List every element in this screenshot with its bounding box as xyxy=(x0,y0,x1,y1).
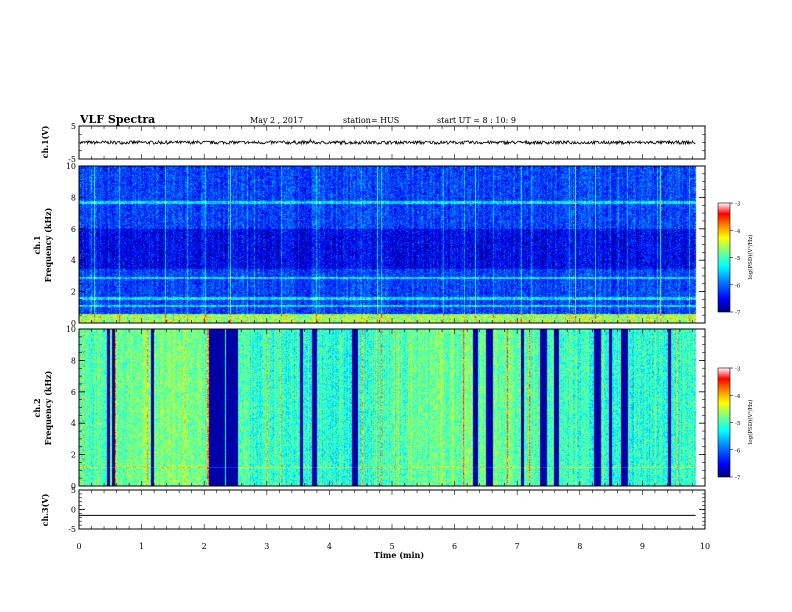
y-tick-label: 2 xyxy=(71,451,76,460)
y-tick-label: 4 xyxy=(71,419,76,428)
colorbar-tick-label: -4 xyxy=(735,394,741,400)
colorbar-tick-label: -3 xyxy=(735,367,741,373)
y-tick-label: -5 xyxy=(68,525,76,534)
ch2-spectrogram-ylabel-frequency: Frequency (kHz) xyxy=(43,370,53,445)
y-tick-label: 5 xyxy=(71,486,76,495)
y-tick-label: 0 xyxy=(71,506,76,515)
x-tick-label: 3 xyxy=(264,542,269,551)
y-tick-label: 0 xyxy=(71,482,76,491)
cb2-ticks-group: -3 -4 -5 -6 -7 xyxy=(730,367,741,482)
y-tick-label: 8 xyxy=(71,193,76,202)
p3-y-ticks: 0 2 4 6 8 10 xyxy=(66,325,705,491)
ch2-colorbar: -3 -4 -5 -6 -7 xyxy=(717,367,741,482)
ch1-waveform-ylabel: ch.1(V) xyxy=(40,125,50,158)
figure-title: VLF Spectra xyxy=(79,113,155,126)
date-label: May 2 , 2017 xyxy=(250,116,303,125)
ch1-waveform-panel: 5 -5 xyxy=(68,122,706,164)
ch2-colorbar-label: log(PSD)(V²/Hz) xyxy=(747,400,754,445)
panel-4-x-ticks xyxy=(78,490,706,529)
x-tick-label: 0 xyxy=(76,542,81,551)
panel-3-x-ticks xyxy=(78,329,706,486)
y-tick-label: 6 xyxy=(71,388,76,397)
ch3-waveform-ylabel: ch.3(V) xyxy=(40,493,50,526)
x-tick-label: 4 xyxy=(327,542,332,551)
p1-y-ticks: 5 -5 xyxy=(68,122,705,164)
ch1-colorbar-label: log(PSD)(V²/Hz) xyxy=(747,235,754,280)
start-time-label: start UT = 8 : 10: 9 xyxy=(437,116,516,125)
y-tick-label: 4 xyxy=(71,256,76,265)
colorbar-tick-label: -7 xyxy=(735,476,741,482)
y-tick-label: 6 xyxy=(71,225,76,234)
ch1-spectrogram-ylabel-channel: ch.1 xyxy=(32,235,42,254)
x-tick-label: 6 xyxy=(452,542,457,551)
time-axis-tick-labels: 0 1 2 3 4 5 6 7 8 9 10 xyxy=(76,542,710,551)
y-tick-label: 2 xyxy=(71,288,76,297)
x-tick-label: 2 xyxy=(202,542,207,551)
y-tick-label: 0 xyxy=(71,319,76,328)
ch1-colorbar: -3 -4 -5 -6 -7 xyxy=(717,202,741,317)
colorbar-tick-label: -6 xyxy=(735,448,741,454)
x-tick-label: 5 xyxy=(389,542,394,551)
ch1-colorbar-gradient xyxy=(717,202,731,313)
y-tick-label: 8 xyxy=(71,356,76,365)
ch2-spectrogram-image xyxy=(79,329,705,486)
ch3-waveform-panel: 5 0 -5 xyxy=(68,486,706,534)
ch1-spectrogram-ylabel-frequency: Frequency (kHz) xyxy=(43,207,53,282)
colorbar-tick-label: -5 xyxy=(735,421,741,427)
x-tick-label: 1 xyxy=(139,542,144,551)
colorbar-tick-label: -4 xyxy=(735,229,741,235)
panel-2-x-ticks xyxy=(78,166,706,323)
colorbar-tick-label: -5 xyxy=(735,256,741,262)
y-tick-label: 5 xyxy=(71,122,76,131)
ch1-spectrogram-panel: 0 2 4 6 8 10 xyxy=(66,162,706,328)
colorbar-tick-label: -3 xyxy=(735,202,741,208)
p4-y-ticks: 5 0 -5 xyxy=(68,486,705,534)
station-label: station= HUS xyxy=(343,116,399,125)
ch2-colorbar-gradient xyxy=(717,367,731,478)
ch1-waveform-trace xyxy=(79,138,696,146)
y-tick-label: 10 xyxy=(66,325,76,334)
p2-y-ticks: 0 2 4 6 8 10 xyxy=(66,162,705,328)
x-tick-label: 7 xyxy=(515,542,520,551)
time-axis-label: Time (min) xyxy=(374,550,424,560)
panel-1-x-ticks xyxy=(78,126,706,159)
colorbar-tick-label: -7 xyxy=(735,311,741,317)
colorbar-tick-label: -6 xyxy=(735,283,741,289)
x-tick-label: 9 xyxy=(640,542,645,551)
ch2-spectrogram-panel: 0 2 4 6 8 10 xyxy=(66,325,706,491)
y-tick-label: 10 xyxy=(66,162,76,171)
ch1-spectrogram-image xyxy=(79,166,705,323)
x-tick-label: 10 xyxy=(700,542,710,551)
cb1-ticks-group: -3 -4 -5 -6 -7 xyxy=(730,202,741,317)
y-tick-label: -5 xyxy=(68,155,76,164)
ch2-spectrogram-ylabel-channel: ch.2 xyxy=(32,398,42,417)
x-tick-label: 8 xyxy=(577,542,582,551)
